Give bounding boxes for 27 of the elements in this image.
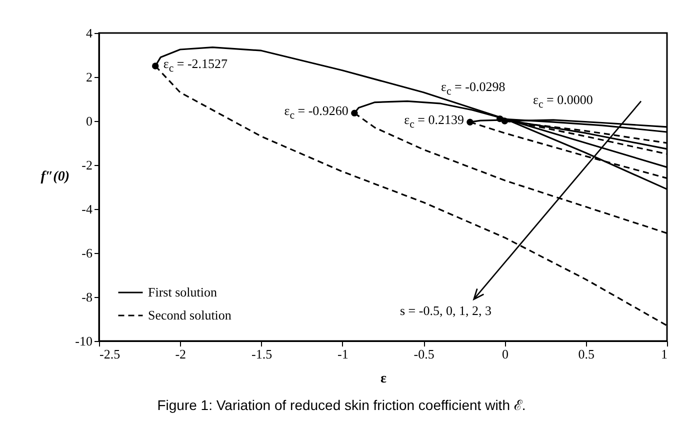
x-tick-label: 0.5	[578, 346, 594, 362]
y-tick-label: 2	[86, 70, 92, 84]
annotation: ε$_{c}$ = 0.2139	[404, 112, 464, 131]
annotation: s = -0.5, 0, 1, 2, 3	[400, 303, 492, 318]
text: Figure 1: Variation of reduced skin friction coefficient with ℰ.	[156, 396, 527, 414]
x-tick-label: 0	[502, 346, 508, 362]
legend-label: First solution	[148, 284, 218, 300]
x-tick-label: 1	[661, 346, 668, 362]
annotation: ε$_{c}$ = -0.0298	[441, 79, 506, 98]
x-tick-label: -2	[175, 346, 186, 362]
y-tick-label: 0	[86, 114, 92, 128]
annotation: ε$_{c}$ = -2.1527	[163, 56, 228, 75]
x-tick-label: -2.5	[100, 346, 120, 362]
x-tick-label: -1.5	[251, 346, 272, 362]
y-tick-label: -10	[75, 334, 92, 348]
annotation: ε$_{c}$ = 0.0000	[533, 92, 593, 111]
x-tick-label: -0.5	[414, 346, 434, 362]
annotation: ε$_{c}$ = -0.9260	[284, 103, 348, 122]
y-tick-label: -2	[82, 158, 92, 172]
legend-label: Second solution	[148, 308, 232, 322]
x-tick-label: -1	[338, 346, 348, 362]
y-tick-label: 4	[86, 26, 93, 40]
x-axis-title: ε	[380, 372, 387, 386]
y-tick-label: -8	[82, 290, 92, 304]
y-tick-label: -4	[82, 202, 93, 216]
y-tick-label: -6	[82, 246, 93, 260]
y-axis-title: f″(0)	[40, 170, 70, 184]
